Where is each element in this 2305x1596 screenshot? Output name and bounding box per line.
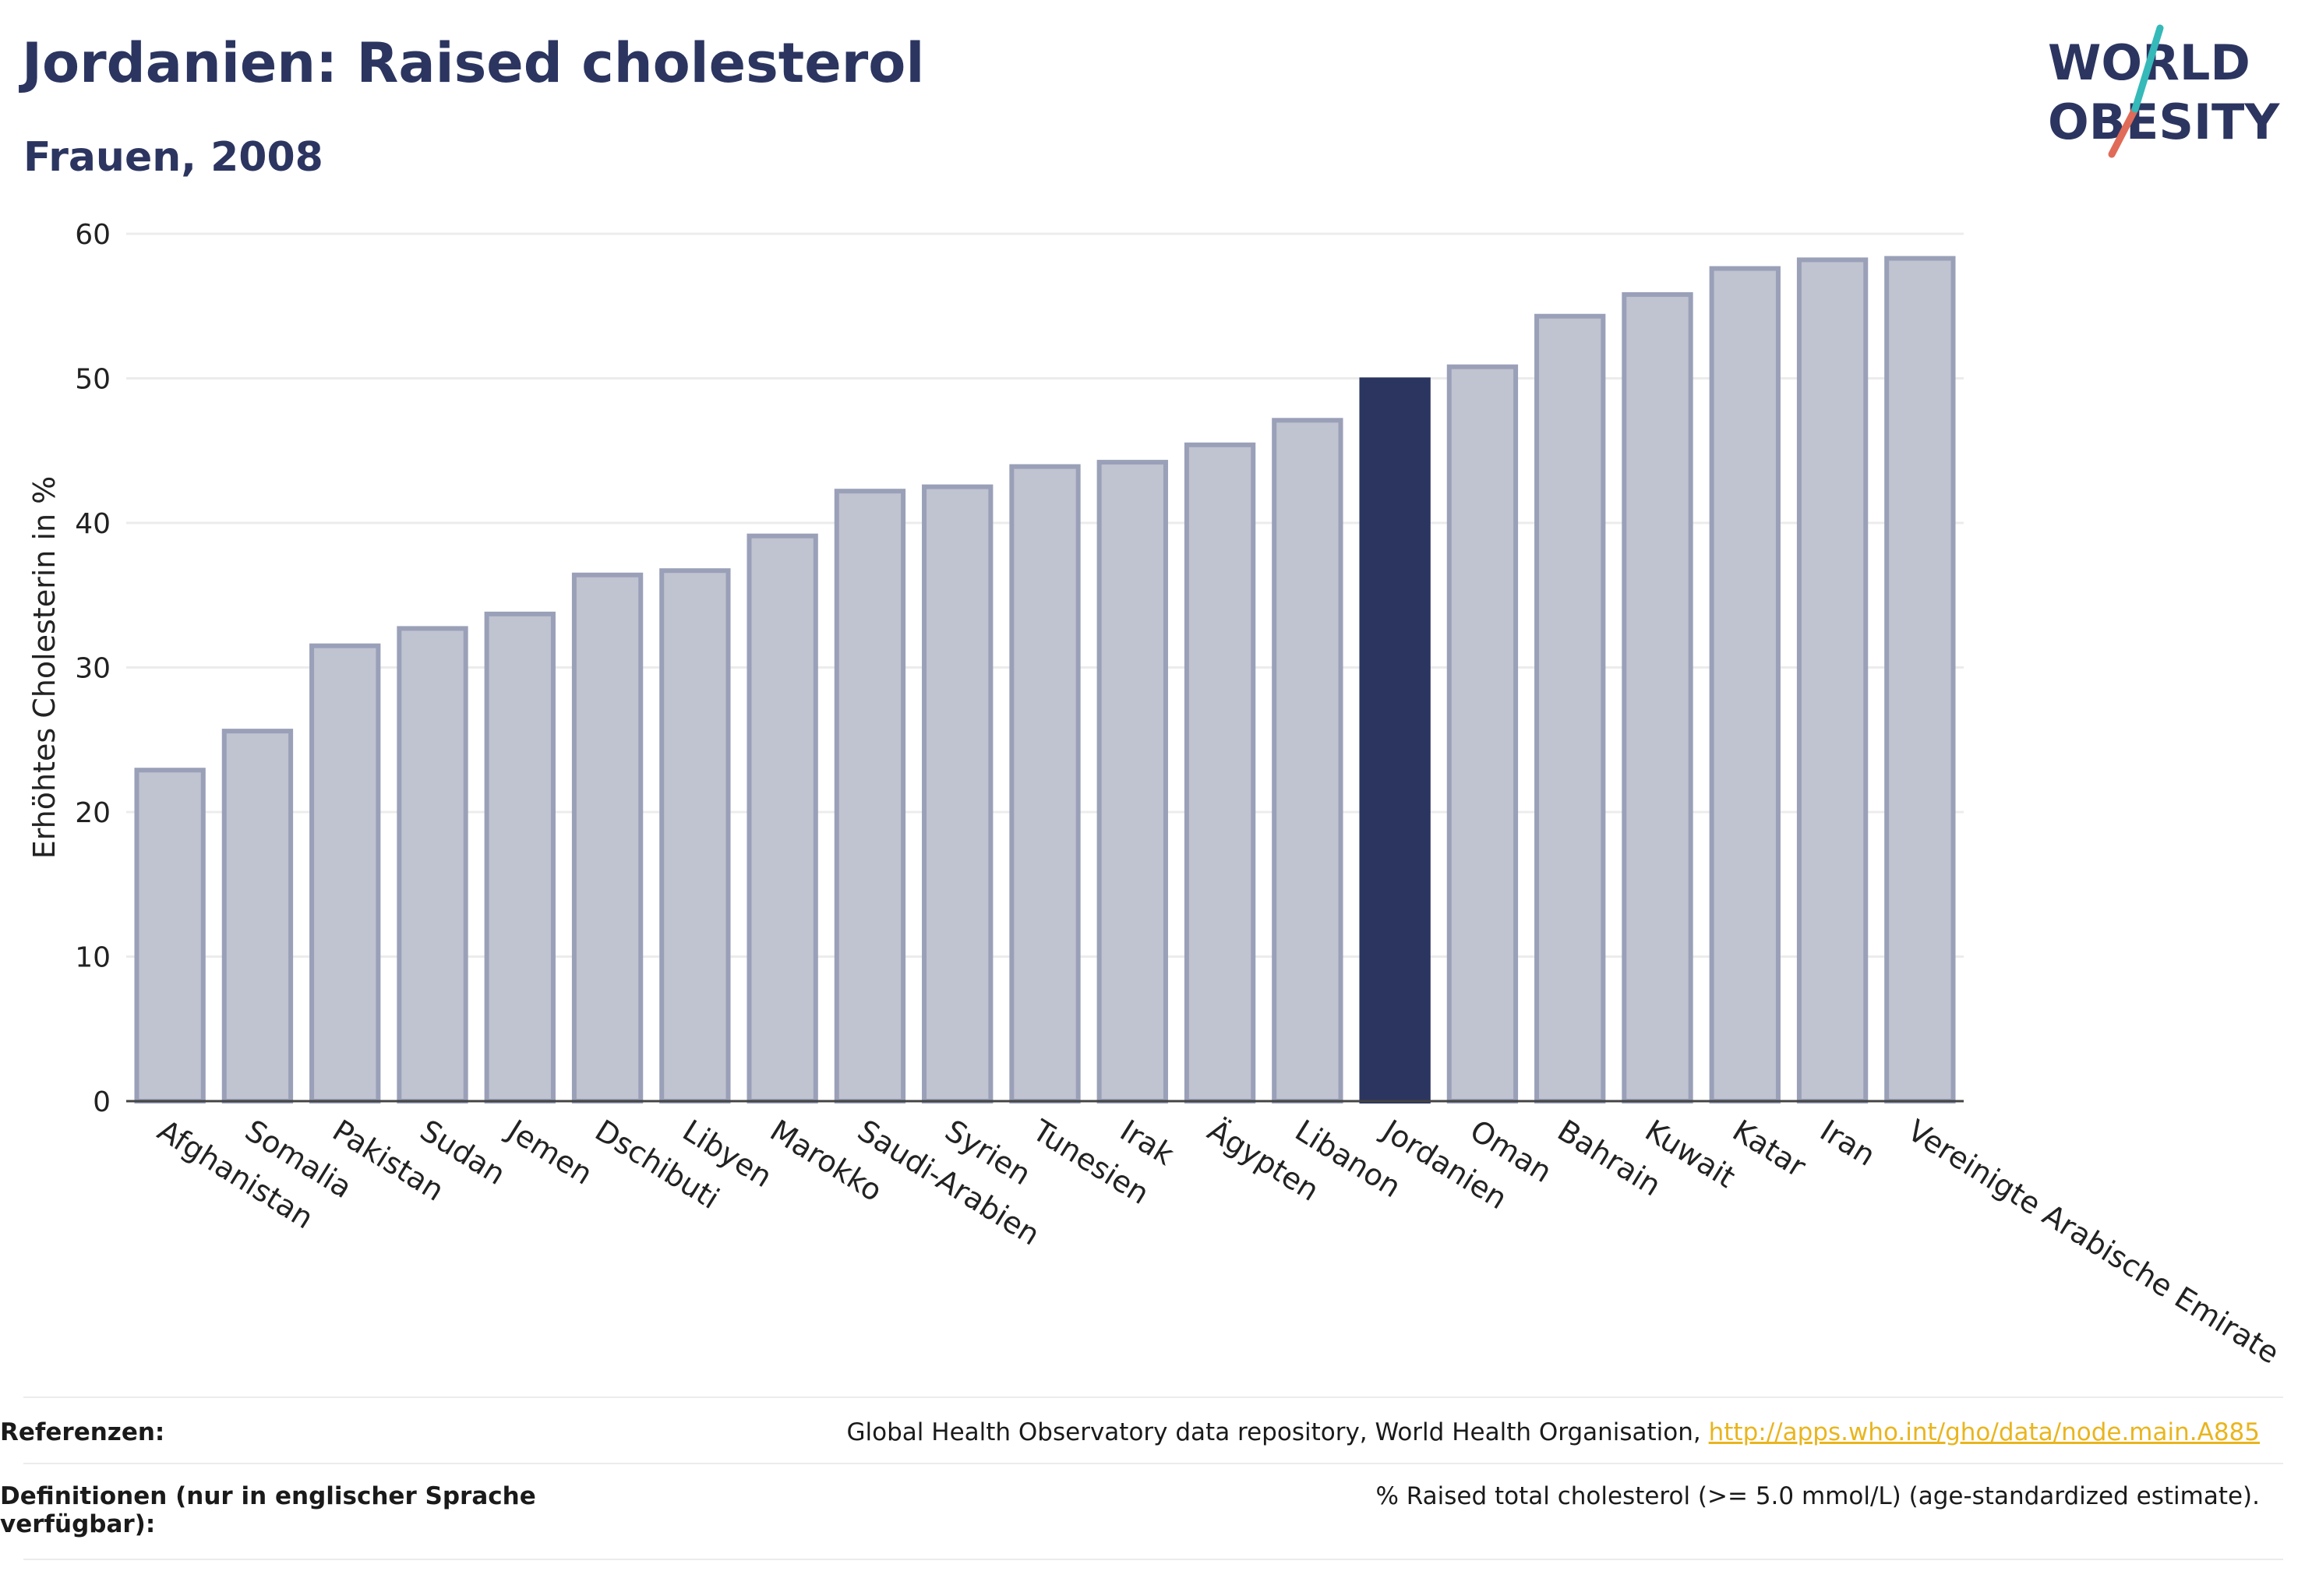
bar <box>397 626 468 1103</box>
y-tick-label: 40 <box>75 508 111 540</box>
logo-slash-red <box>2108 105 2139 158</box>
bar <box>484 611 556 1103</box>
y-tick-label: 10 <box>75 942 111 974</box>
y-tick-label: 60 <box>75 219 111 251</box>
y-axis-label: Erhöhtes Cholesterin in % <box>27 476 62 860</box>
bar <box>1446 364 1519 1104</box>
bar <box>1884 256 1956 1103</box>
bar <box>834 489 906 1103</box>
footer-divider-top <box>23 1396 2283 1398</box>
bar <box>1622 291 1693 1103</box>
bar <box>309 643 381 1103</box>
y-tick-label: 30 <box>75 653 111 685</box>
x-tick-label: Vereinigte Arabische Emirate <box>1901 1113 2285 1370</box>
bar <box>659 568 731 1103</box>
bar <box>134 768 206 1104</box>
y-tick-label: 50 <box>75 364 111 396</box>
page-title: Jordanien: Raised cholesterol <box>22 31 925 95</box>
bar <box>1272 418 1343 1103</box>
world-obesity-logo: WORLD OBESITY <box>2048 24 2280 158</box>
footer-definitions: Definitionen (nur in englischer Sprache … <box>0 1482 2260 1538</box>
bar <box>1359 377 1431 1104</box>
footer-divider-bottom <box>23 1559 2283 1560</box>
page-subtitle: Frauen, 2008 <box>23 134 323 181</box>
bar <box>1009 464 1081 1103</box>
footer-references: Referenzen: Global Health Observatory da… <box>0 1418 2260 1446</box>
y-tick-label: 20 <box>75 797 111 829</box>
definitions-text: % Raised total cholesterol (>= 5.0 mmol/… <box>1375 1482 2260 1510</box>
x-tick-label: Jemen <box>500 1112 598 1191</box>
references-label: Referenzen: <box>0 1418 165 1446</box>
bar <box>1096 460 1168 1103</box>
x-tick-label: Katar <box>1727 1113 1813 1184</box>
logo-slash-teal <box>2131 24 2164 113</box>
bar <box>1709 266 1781 1103</box>
bar <box>747 533 818 1103</box>
logo-line2: OBESITY <box>2048 94 2280 150</box>
references-link[interactable]: http://apps.who.int/gho/data/node.main.A… <box>1708 1418 2260 1446</box>
bar <box>1796 257 1869 1103</box>
references-text: Global Health Observatory data repositor… <box>846 1418 1709 1446</box>
definitions-label: Definitionen (nur in englischer Sprache … <box>0 1482 536 1538</box>
bar <box>571 572 644 1103</box>
bar <box>922 484 994 1103</box>
bar <box>1184 442 1256 1103</box>
y-tick-label: 0 <box>93 1086 111 1118</box>
bar <box>1534 313 1606 1103</box>
references-value: Global Health Observatory data repositor… <box>847 1418 2260 1446</box>
footer-divider-mid <box>23 1463 2283 1464</box>
x-tick-label: Iran <box>1814 1113 1881 1173</box>
bar <box>221 729 294 1103</box>
